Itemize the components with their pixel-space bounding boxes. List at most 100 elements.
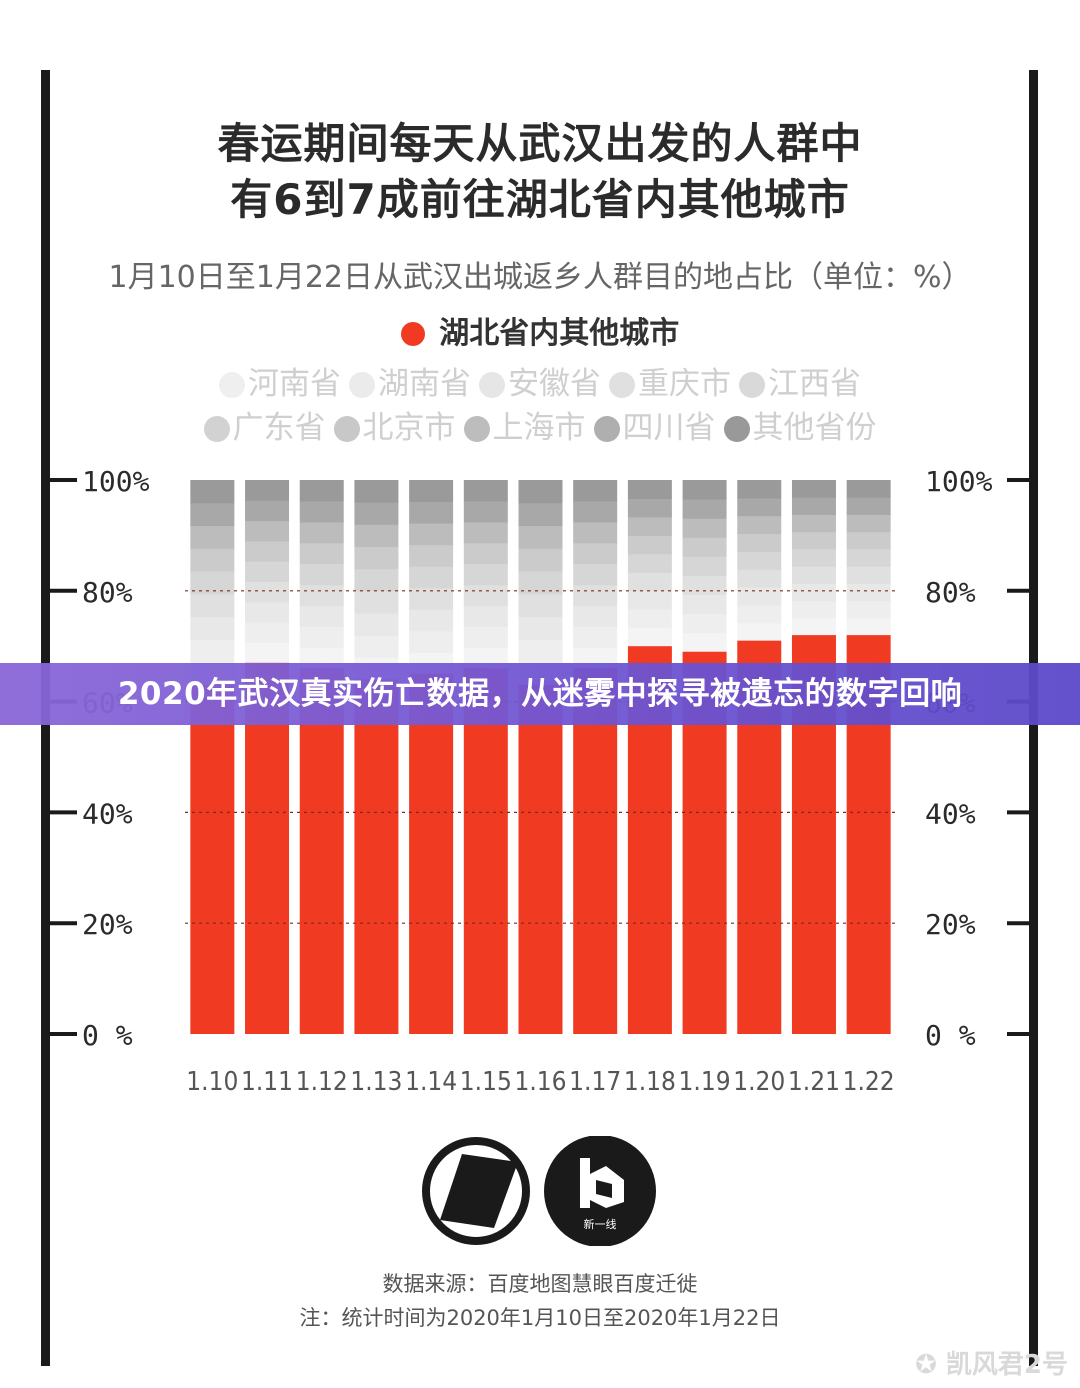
legend-main-label: 湖北省内其他城市 bbox=[439, 316, 680, 351]
bar-other-band bbox=[354, 635, 399, 658]
bar-other-band bbox=[627, 609, 672, 629]
bar-other-band bbox=[627, 572, 672, 592]
publisher-logo-1 bbox=[422, 1137, 530, 1245]
bar-other-band bbox=[682, 556, 727, 576]
bar-other-band bbox=[627, 535, 672, 555]
bar-other-band bbox=[682, 499, 727, 519]
legend-label: 河南省 bbox=[248, 366, 341, 402]
bar-other-band bbox=[573, 605, 618, 628]
bar-other-band bbox=[737, 480, 782, 499]
legend-label: 北京市 bbox=[362, 410, 456, 446]
bar-other-band bbox=[190, 502, 235, 527]
bar-other-band bbox=[737, 569, 782, 588]
bar-hubei bbox=[518, 684, 563, 1034]
bar-other-band bbox=[791, 480, 836, 498]
legend-item: 北京市 bbox=[333, 402, 456, 447]
bar-other-band bbox=[299, 480, 344, 502]
legend-swatch bbox=[593, 416, 620, 442]
legend-item: 安徽省 bbox=[479, 358, 601, 403]
y-tick-label-left: 0 % bbox=[82, 1019, 133, 1052]
bar-other-band bbox=[245, 622, 290, 644]
bar-other-band bbox=[737, 604, 782, 624]
y-tick-label-right: 20% bbox=[925, 908, 976, 941]
bar-other-band bbox=[190, 480, 235, 504]
legend-label: 广东省 bbox=[232, 410, 326, 446]
legend-swatch bbox=[723, 416, 750, 442]
bar-other-band bbox=[245, 500, 290, 522]
legend-swatch bbox=[333, 416, 360, 442]
bar-other-band bbox=[190, 639, 235, 663]
legend-item: 上海市 bbox=[463, 402, 586, 447]
bar-other-band bbox=[846, 583, 891, 602]
x-tick-label: 1.13 bbox=[350, 1067, 402, 1097]
stacked-bar-chart: 0 %0 %20%20%40%40%60%60%80%80%100%100%1.… bbox=[50, 465, 1034, 1097]
bar-other-band bbox=[791, 497, 836, 515]
legend-swatch bbox=[203, 416, 230, 442]
legend-item: 江西省 bbox=[739, 358, 861, 403]
bar-other-band bbox=[354, 612, 399, 636]
bar-other-band bbox=[299, 626, 344, 648]
x-tick-label: 1.11 bbox=[241, 1067, 293, 1097]
x-tick-label: 1.22 bbox=[843, 1067, 895, 1097]
bar-other-band bbox=[682, 518, 727, 538]
bar-other-band bbox=[846, 617, 891, 636]
bar-other-band bbox=[190, 548, 235, 572]
bar-other-band bbox=[682, 575, 727, 595]
legend-label: 江西省 bbox=[768, 366, 861, 402]
x-tick-label: 1.12 bbox=[296, 1067, 348, 1097]
bar-other-band bbox=[463, 563, 508, 586]
legend-swatch bbox=[479, 372, 505, 398]
bar-other-band bbox=[245, 642, 290, 664]
legend-swatch bbox=[219, 372, 245, 398]
x-tick-label: 1.15 bbox=[460, 1067, 512, 1097]
legend-swatch bbox=[609, 372, 635, 398]
bar-other-band bbox=[409, 630, 454, 653]
legend-label: 安徽省 bbox=[508, 366, 601, 402]
bar-other-band bbox=[463, 605, 508, 628]
bar-other-band bbox=[299, 521, 344, 544]
bar-other-band bbox=[245, 601, 290, 623]
bar-other-band bbox=[354, 524, 399, 547]
bar-other-band bbox=[737, 551, 782, 570]
bar-other-band bbox=[627, 553, 672, 573]
bar-other-band bbox=[354, 590, 399, 614]
legend-label: 其他省份 bbox=[752, 410, 877, 446]
y-tick-label-left: 80% bbox=[82, 576, 133, 609]
bar-other-band bbox=[463, 521, 508, 544]
bar-other-band bbox=[299, 584, 344, 607]
bar-other-band bbox=[299, 605, 344, 628]
bar-other-band bbox=[518, 525, 563, 549]
x-tick-label: 1.10 bbox=[186, 1067, 238, 1097]
bar-other-band bbox=[573, 563, 618, 586]
y-tick-label-right: 80% bbox=[925, 576, 976, 609]
bar-other-band bbox=[737, 497, 782, 517]
bar-other-band bbox=[190, 525, 235, 549]
bar-other-band bbox=[463, 584, 508, 607]
x-tick-label: 1.14 bbox=[405, 1067, 457, 1097]
bar-other-band bbox=[354, 568, 399, 592]
bar-other-band bbox=[518, 548, 563, 572]
bar-other-band bbox=[846, 600, 891, 619]
publisher-logo-2 bbox=[544, 1136, 656, 1246]
bar-other-band bbox=[409, 480, 454, 503]
bar-other-band bbox=[791, 531, 836, 550]
bar-other-band bbox=[245, 520, 290, 542]
bar-other-band bbox=[627, 498, 672, 518]
legend-item: 其他省份 bbox=[723, 402, 877, 447]
bar-other-band bbox=[791, 514, 836, 533]
source-line: 数据来源：百度地图慧眼百度迁徙 bbox=[382, 1272, 698, 1296]
legend-item: 广东省 bbox=[203, 402, 326, 447]
bar-other-band bbox=[245, 581, 290, 603]
bar-hubei bbox=[354, 679, 399, 1034]
chart-title-line2: 有6到7成前往湖北省内其他城市 bbox=[230, 175, 850, 224]
bar-other-band bbox=[463, 626, 508, 648]
bar-other-band bbox=[627, 480, 672, 499]
legend-row-1: 河南省 湖南省 安徽省 重庆市 江西省 bbox=[0, 358, 1080, 403]
bar-other-band bbox=[846, 497, 891, 515]
bar-other-band bbox=[518, 593, 563, 618]
logos: 新一线 bbox=[422, 1136, 656, 1246]
legend-label: 上海市 bbox=[492, 410, 586, 446]
bar-other-band bbox=[627, 590, 672, 610]
bar-hubei bbox=[463, 668, 508, 1034]
bar-other-band bbox=[190, 616, 235, 640]
